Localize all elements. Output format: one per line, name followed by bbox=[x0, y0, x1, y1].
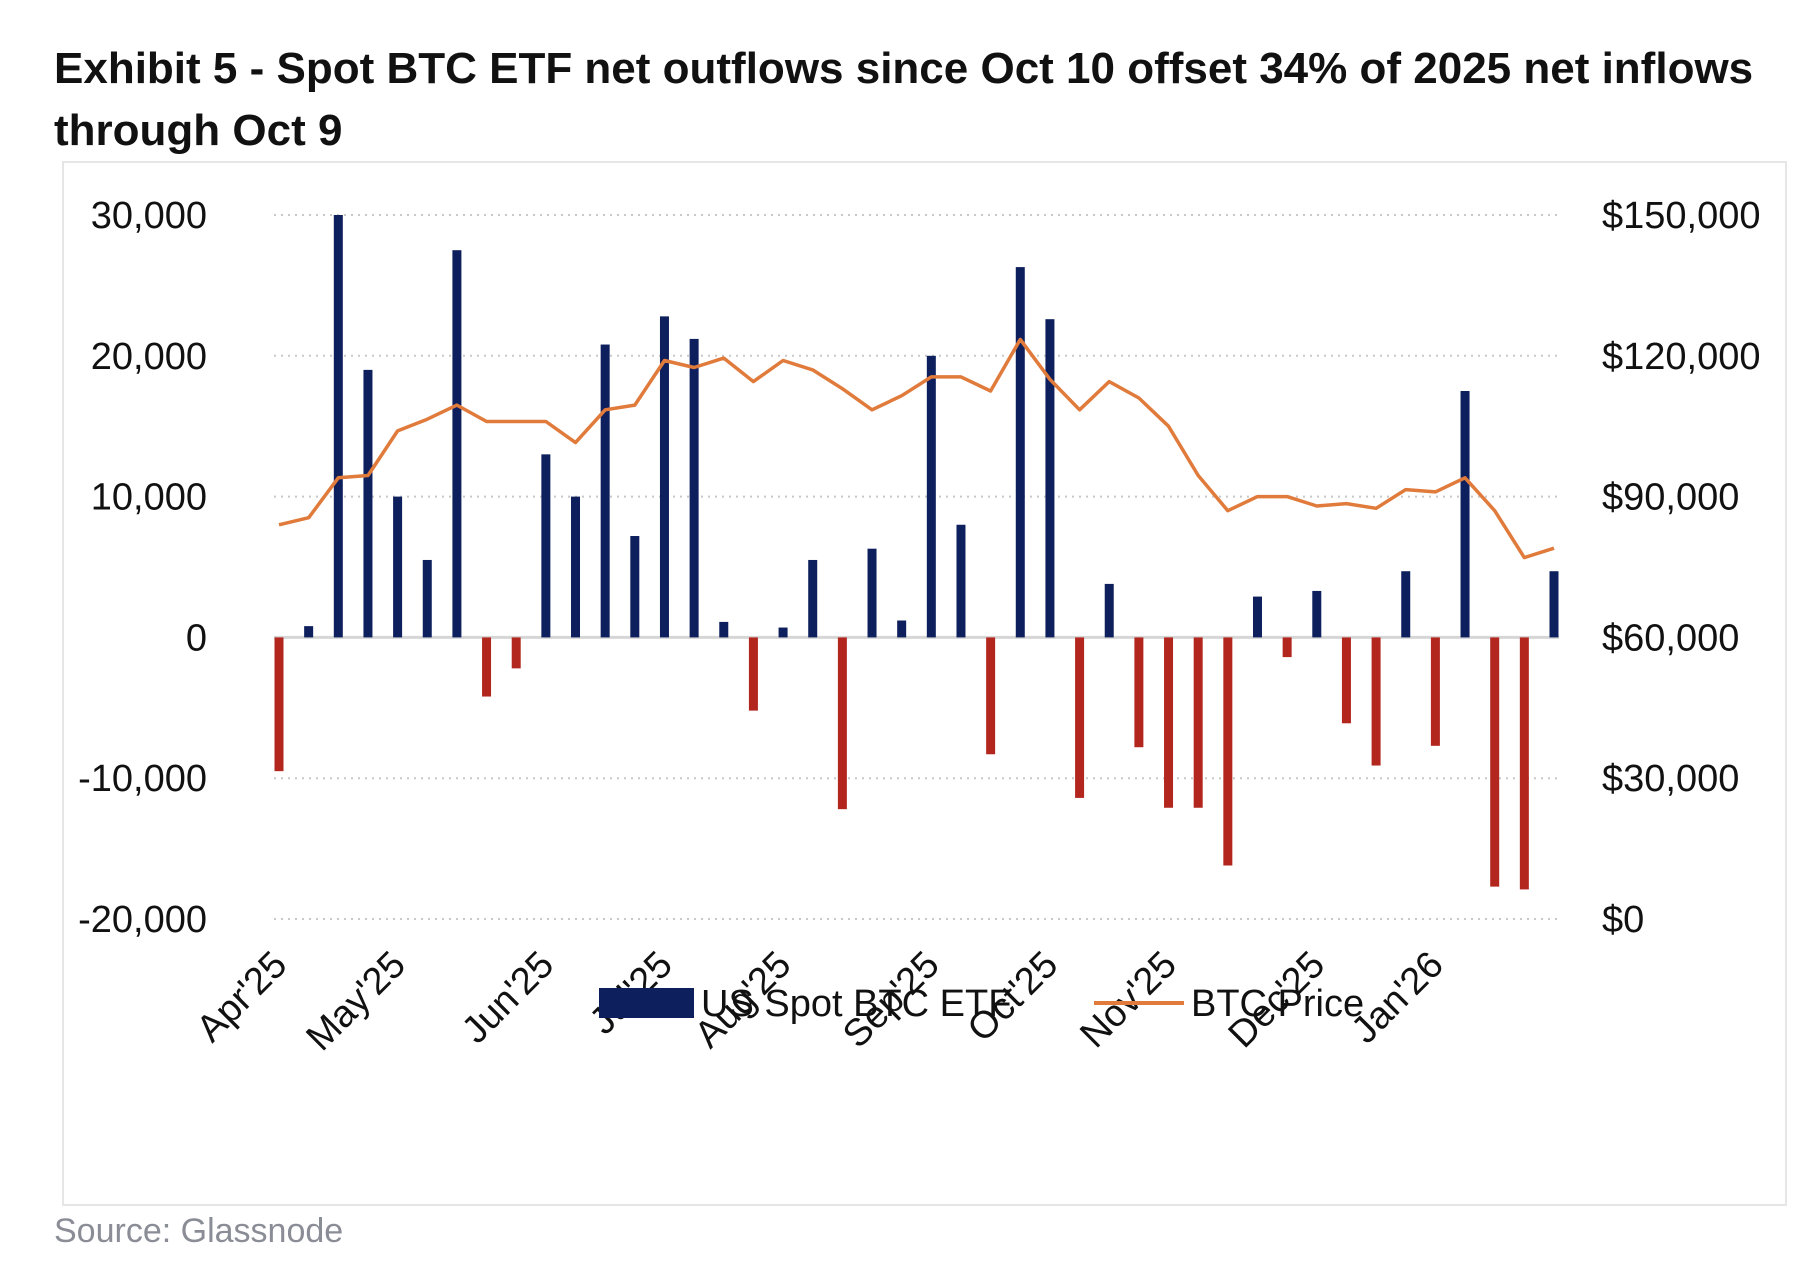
etf-flow-bar bbox=[1164, 637, 1174, 808]
etf-flow-bar bbox=[1371, 637, 1381, 766]
etf-flow-bar bbox=[1549, 571, 1559, 638]
etf-flow-bar bbox=[1460, 391, 1470, 638]
combo-chart: 30,000 $150,000 20,000 $120,000 10,000 $90,00… bbox=[78, 195, 1761, 1059]
etf-flow-bar bbox=[541, 454, 551, 638]
etf-flow-bar bbox=[422, 559, 432, 638]
etf-flow-bar bbox=[1223, 637, 1233, 866]
etf-flow-bar bbox=[630, 536, 640, 638]
y-tick-right: $120,000 bbox=[1602, 336, 1761, 378]
etf-flow-bar bbox=[719, 621, 729, 638]
etf-flow-bar bbox=[689, 338, 699, 638]
etf-flow-bar bbox=[600, 344, 610, 638]
y-tick-right: $0 bbox=[1602, 899, 1644, 941]
legend-etf-label: US Spot BTC ETF bbox=[701, 983, 1011, 1025]
etf-flow-bar bbox=[1045, 319, 1055, 638]
etf-flow-bar bbox=[778, 627, 788, 638]
y-tick-left: 20,000 bbox=[91, 336, 207, 378]
x-tick-label: Nov'25 bbox=[1072, 944, 1185, 1057]
etf-flow-bar bbox=[511, 637, 521, 669]
etf-flow-bar bbox=[1519, 637, 1529, 890]
etf-flow-bar bbox=[1075, 637, 1085, 798]
etf-flow-bar bbox=[571, 496, 581, 638]
y-tick-left: 10,000 bbox=[91, 477, 207, 519]
chart-frame: 30,000 $150,000 20,000 $120,000 10,000 $90,00… bbox=[62, 161, 1787, 1206]
y-tick-left: -10,000 bbox=[78, 758, 207, 800]
source-note: Source: Glassnode bbox=[54, 1212, 344, 1250]
etf-flow-bar bbox=[1430, 637, 1440, 746]
etf-flow-bar bbox=[659, 316, 669, 638]
x-tick-label: Apr'25 bbox=[189, 944, 296, 1051]
legend-etf-swatch bbox=[599, 988, 694, 1018]
y-tick-left: 30,000 bbox=[91, 195, 207, 237]
x-tick-label: Jun'25 bbox=[454, 944, 562, 1052]
etf-flow-bar bbox=[1282, 637, 1292, 658]
etf-flow-bar bbox=[1104, 583, 1114, 638]
y-tick-left: 0 bbox=[186, 617, 207, 659]
etf-flow-bar bbox=[1015, 267, 1025, 638]
etf-flow-bar bbox=[926, 355, 936, 638]
etf-flow-bar bbox=[897, 620, 907, 638]
etf-flow-bar bbox=[837, 637, 847, 810]
etf-flow-bar bbox=[363, 369, 373, 638]
y-tick-right: $90,000 bbox=[1602, 477, 1739, 519]
etf-flow-bar bbox=[867, 548, 877, 638]
etf-flow-bar bbox=[482, 637, 492, 697]
y-tick-right: $30,000 bbox=[1602, 758, 1739, 800]
etf-flow-bar bbox=[956, 524, 966, 638]
etf-flow-bar bbox=[1312, 590, 1322, 638]
etf-flow-bar bbox=[808, 559, 818, 638]
etf-flow-bar bbox=[1490, 637, 1500, 887]
etf-flow-bar bbox=[1341, 637, 1351, 724]
etf-flow-bar bbox=[1252, 596, 1262, 638]
chart-title: Exhibit 5 - Spot BTC ETF net outflows si… bbox=[54, 44, 1754, 155]
etf-flow-bar bbox=[1134, 637, 1144, 748]
legend-price-label: BTC Price bbox=[1191, 983, 1364, 1025]
etf-flow-bar bbox=[274, 637, 284, 772]
etf-flow-bar bbox=[986, 637, 996, 755]
etf-flow-bar bbox=[333, 215, 343, 638]
etf-flow-bar bbox=[1193, 637, 1203, 808]
y-tick-left: -20,000 bbox=[78, 899, 207, 941]
etf-flow-bar bbox=[1401, 571, 1411, 638]
etf-flow-bar bbox=[748, 637, 758, 711]
x-tick-label: May'25 bbox=[298, 944, 413, 1059]
y-tick-right: $60,000 bbox=[1602, 617, 1739, 659]
etf-flow-bar bbox=[393, 496, 403, 638]
btc-price-line bbox=[278, 337, 1555, 560]
y-tick-right: $150,000 bbox=[1602, 195, 1761, 237]
etf-flow-bar bbox=[304, 626, 314, 638]
etf-flow-bar bbox=[452, 250, 462, 638]
